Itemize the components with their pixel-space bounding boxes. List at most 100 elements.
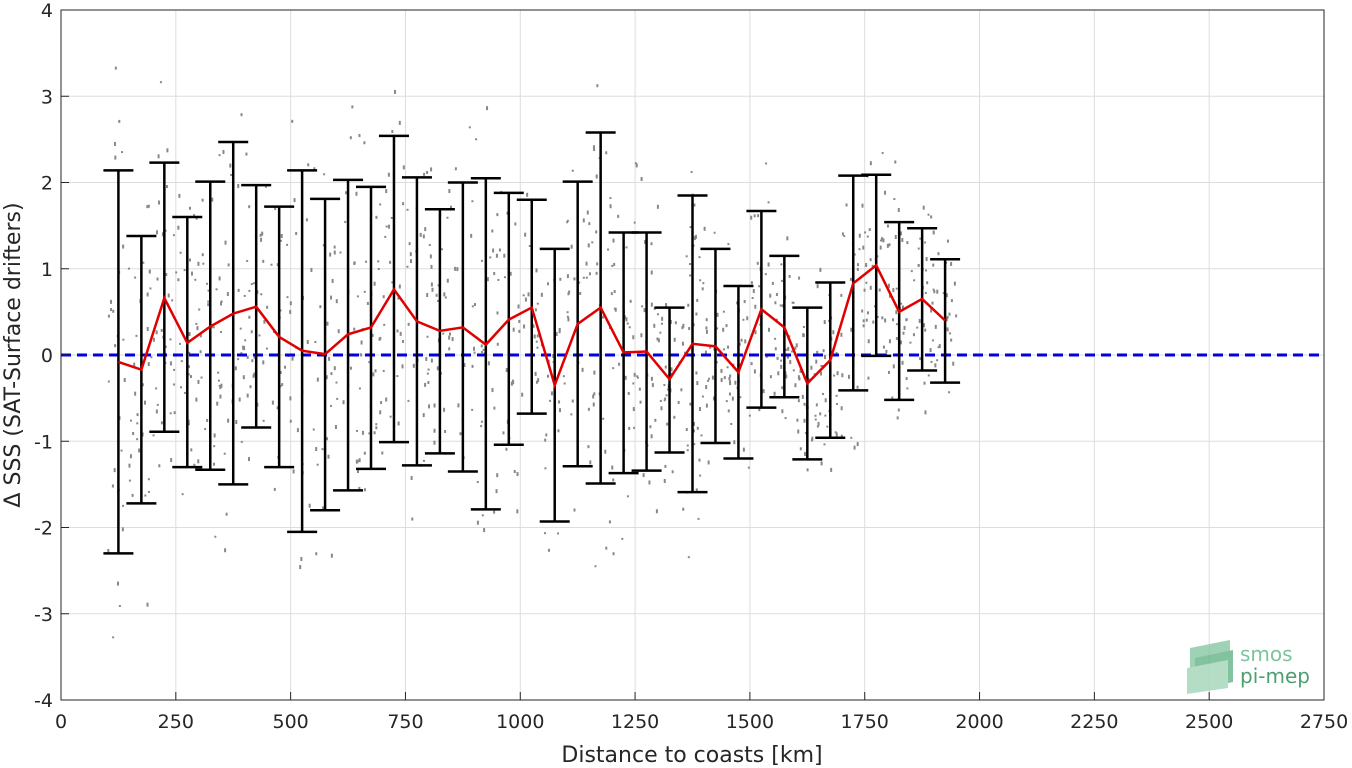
scatter-point xyxy=(433,403,436,408)
scatter-point xyxy=(790,350,793,353)
scatter-point xyxy=(723,376,726,380)
scatter-point xyxy=(358,458,361,463)
scatter-point xyxy=(356,295,359,298)
scatter-point xyxy=(821,365,824,368)
scatter-point xyxy=(372,372,375,377)
scatter-point xyxy=(459,432,462,436)
scatter-point xyxy=(693,443,696,446)
scatter-point xyxy=(557,532,560,535)
scatter-point xyxy=(936,359,939,362)
scatter-point xyxy=(330,404,333,407)
scatter-point xyxy=(738,342,741,346)
scatter-point xyxy=(742,447,745,452)
scatter-point xyxy=(754,330,757,335)
scatter-point xyxy=(933,290,936,294)
scatter-point xyxy=(769,375,772,379)
scatter-point xyxy=(286,243,289,246)
scatter-point xyxy=(379,410,382,415)
scatter-point xyxy=(781,279,784,282)
scatter-point xyxy=(197,379,200,384)
scatter-point xyxy=(906,387,909,390)
scatter-point xyxy=(594,565,597,568)
scatter-point xyxy=(823,443,826,446)
scatter-point xyxy=(656,204,659,209)
scatter-point xyxy=(230,173,233,176)
scatter-point xyxy=(566,311,569,314)
scatter-point xyxy=(224,240,227,245)
scatter-point xyxy=(422,459,425,462)
scatter-point xyxy=(179,342,182,345)
scatter-point xyxy=(635,163,638,168)
scatter-point xyxy=(550,391,553,396)
scatter-point xyxy=(780,364,783,369)
scatter-point xyxy=(326,321,329,326)
scatter-point xyxy=(895,310,898,315)
scatter-point xyxy=(802,325,805,328)
scatter-point xyxy=(171,299,174,302)
scatter-point xyxy=(558,327,561,331)
scatter-point xyxy=(252,282,255,285)
scatter-point xyxy=(886,224,889,228)
scatter-point xyxy=(566,221,569,224)
scatter-point xyxy=(377,260,380,263)
scatter-point xyxy=(481,351,484,354)
scatter-point xyxy=(397,421,400,426)
scatter-point xyxy=(593,370,596,375)
scatter-point xyxy=(307,163,310,167)
scatter-point xyxy=(289,301,292,306)
scatter-point xyxy=(339,251,342,254)
scatter-point xyxy=(953,281,956,286)
scatter-point xyxy=(728,380,731,385)
scatter-point xyxy=(310,267,313,272)
scatter-point xyxy=(132,431,135,435)
scatter-point xyxy=(823,320,826,325)
scatter-point xyxy=(513,470,516,474)
scatter-point xyxy=(111,484,114,488)
scatter-point xyxy=(734,380,737,385)
scatter-point xyxy=(887,370,890,374)
scatter-point xyxy=(709,345,712,349)
scatter-point xyxy=(114,141,117,146)
scatter-point xyxy=(750,362,753,366)
scatter-point xyxy=(862,319,865,323)
scatter-point xyxy=(471,200,474,203)
scatter-point xyxy=(568,290,571,294)
scatter-point xyxy=(840,406,843,411)
scatter-point xyxy=(286,296,289,299)
scatter-point xyxy=(135,334,138,337)
scatter-point xyxy=(262,259,265,263)
scatter-point xyxy=(408,242,411,246)
scatter-point xyxy=(325,437,328,441)
scatter-point xyxy=(611,264,614,267)
scatter-point xyxy=(172,234,175,237)
scatter-point xyxy=(722,327,725,332)
scatter-point xyxy=(932,288,935,291)
scatter-point xyxy=(389,415,392,418)
scatter-point xyxy=(292,469,295,474)
scatter-point xyxy=(437,299,440,302)
scatter-point xyxy=(280,234,283,239)
scatter-point xyxy=(155,387,158,390)
scatter-point xyxy=(319,305,322,309)
scatter-point xyxy=(211,197,214,202)
scatter-point xyxy=(146,205,149,209)
scatter-point xyxy=(742,318,745,321)
scatter-point xyxy=(798,276,801,280)
scatter-point xyxy=(374,369,377,373)
scatter-point xyxy=(314,340,317,343)
scatter-point xyxy=(792,301,795,304)
scatter-point xyxy=(239,327,242,330)
scatter-point xyxy=(853,445,856,450)
scatter-point xyxy=(555,331,558,336)
scatter-point xyxy=(797,429,800,434)
scatter-point xyxy=(588,272,591,276)
scatter-point xyxy=(207,289,210,292)
scatter-point xyxy=(144,494,147,497)
scatter-point xyxy=(250,283,253,286)
scatter-point xyxy=(446,278,449,283)
scatter-point xyxy=(391,130,394,134)
scatter-point xyxy=(739,396,742,399)
scatter-point xyxy=(892,364,895,369)
scatter-point xyxy=(689,263,692,266)
scatter-point xyxy=(491,229,494,233)
